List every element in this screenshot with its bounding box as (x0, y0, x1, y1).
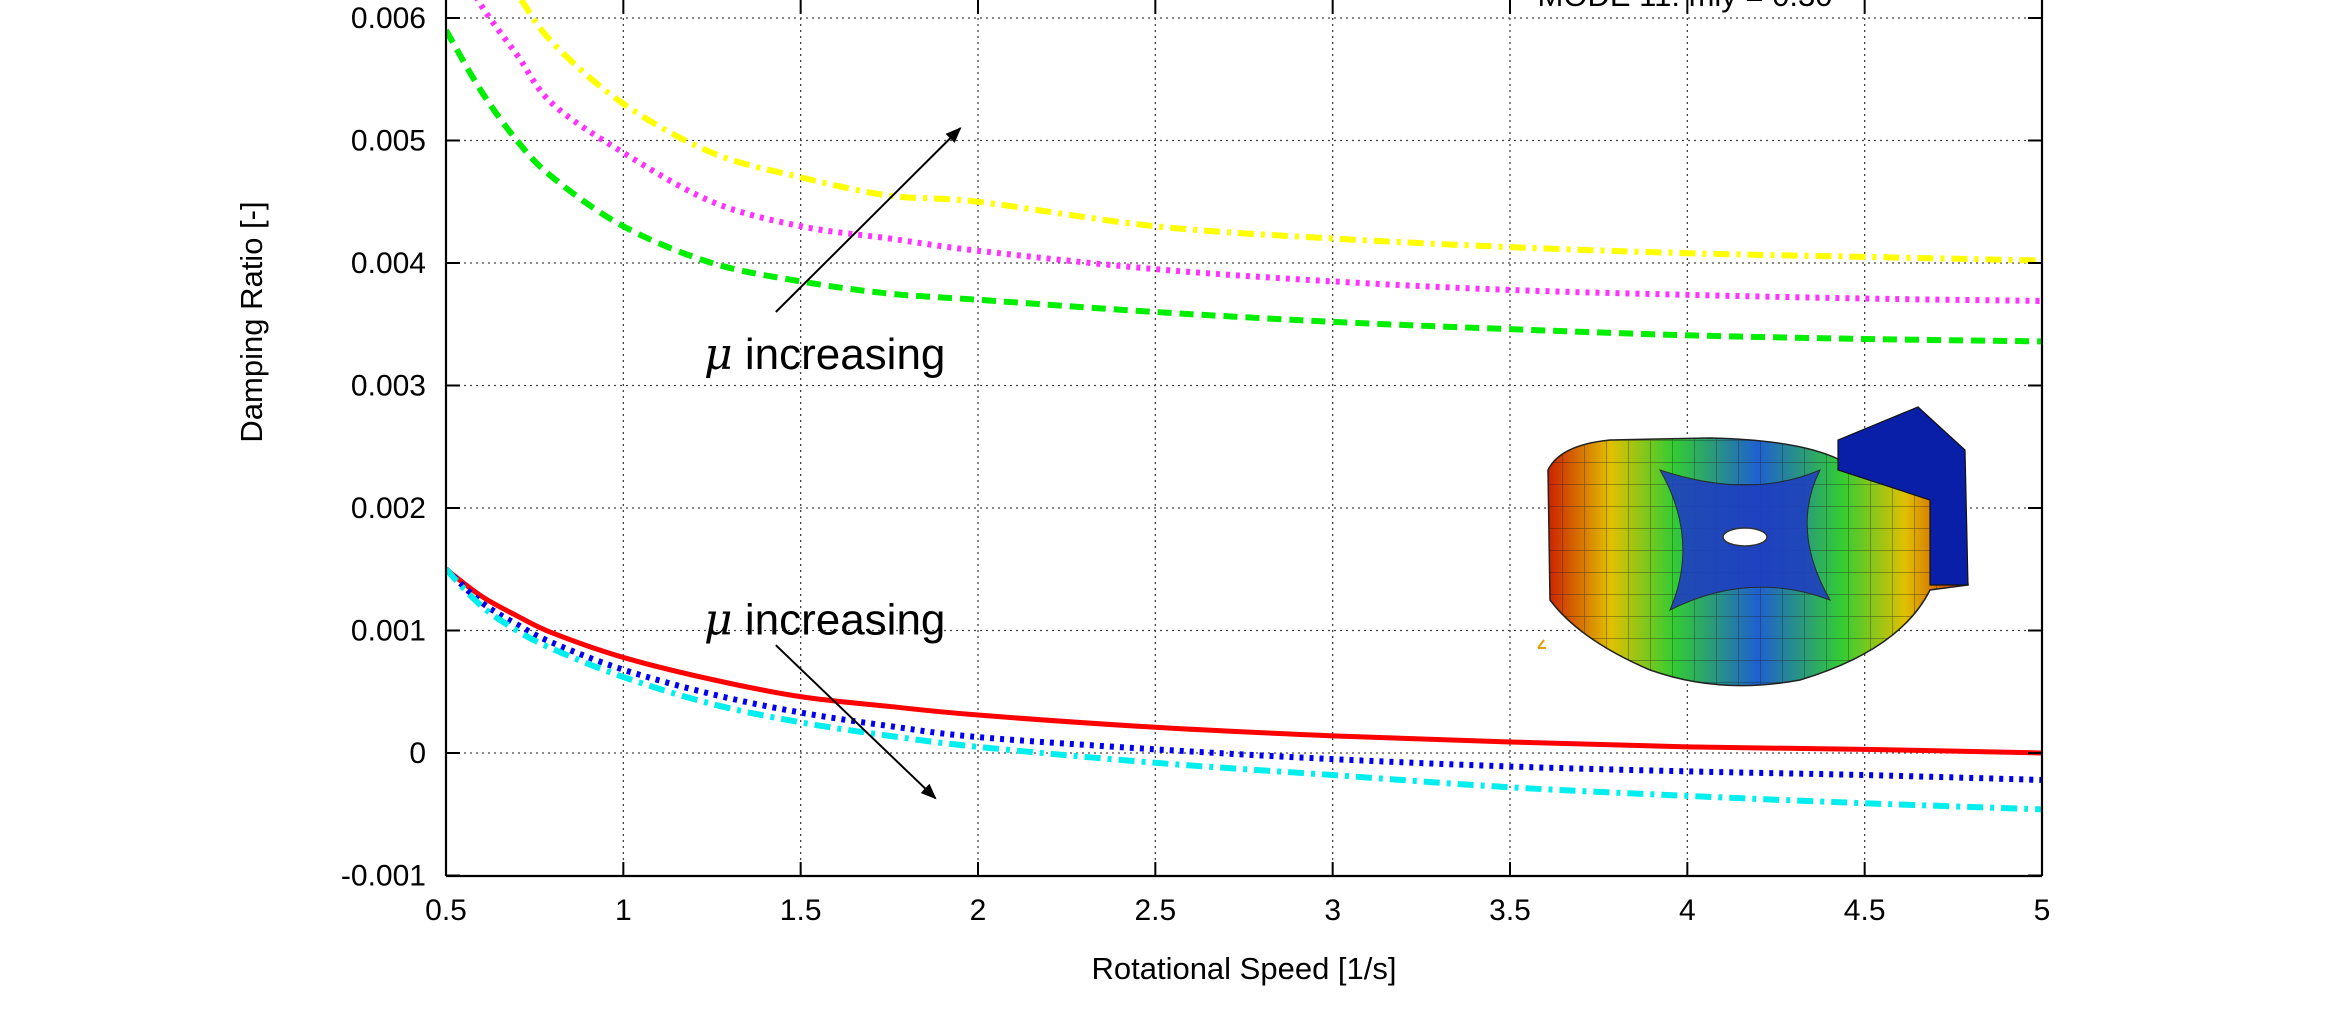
x-tick-label: 4.5 (1844, 894, 1886, 927)
y-tick-label: 0.004 (351, 247, 426, 280)
x-tick-label: 1 (615, 894, 632, 927)
x-tick-label: 2 (970, 894, 987, 927)
x-tick-label: 0.5 (425, 894, 467, 927)
mesh-center-hole (1722, 527, 1768, 547)
x-tick-label: 4 (1679, 894, 1696, 927)
grid (446, 0, 2042, 876)
y-tick-label: 0.003 (351, 370, 426, 403)
x-axis-title: Rotational Speed [1/s] (1091, 951, 1396, 986)
y-tick-label: -0.001 (341, 860, 426, 893)
x-tick-label: 3 (1324, 894, 1341, 927)
fem-mesh-mode-shape-icon (1537, 406, 1969, 687)
y-tick-label: 0.002 (351, 492, 426, 525)
x-tick-label: 2.5 (1134, 894, 1176, 927)
series-line-5 (446, 567, 2042, 783)
series-line-2 (474, 0, 2042, 304)
x-tick-label: 1.5 (780, 894, 822, 927)
series-layer (446, 0, 2042, 813)
mesh-side-block (1837, 406, 1969, 586)
annotations: μ increasing μ increasing (704, 127, 962, 800)
series-line-4 (446, 567, 2042, 756)
series-line-3 (446, 28, 2042, 345)
mesh-edge-marker (1537, 639, 1546, 649)
y-tick-label: 0 (409, 737, 426, 770)
y-tick-label: 0.001 (351, 615, 426, 648)
series-line-1 (517, 0, 2042, 264)
axes: 0.5 1 1.5 2 2.5 3 3.5 4 4.5 5 -0.001 0 0.001 0.002 0.0… (341, 0, 2050, 927)
y-tick-label: 0.005 (351, 125, 426, 158)
annotation-arrow-lower (775, 644, 937, 800)
y-axis-title: Damping Ratio [-] (234, 201, 269, 442)
y-tick-label: 0.006 (351, 2, 426, 35)
annotation-label-lower: μ increasing (704, 595, 945, 646)
x-tick-label: 3.5 (1489, 894, 1531, 927)
annotation-label-upper: μ increasing (704, 329, 945, 380)
x-tick-label: 5 (2034, 894, 2051, 927)
annotation-arrow-upper (775, 127, 962, 313)
top-label: MODE 11: mly = 0.30 (1538, 0, 1833, 13)
